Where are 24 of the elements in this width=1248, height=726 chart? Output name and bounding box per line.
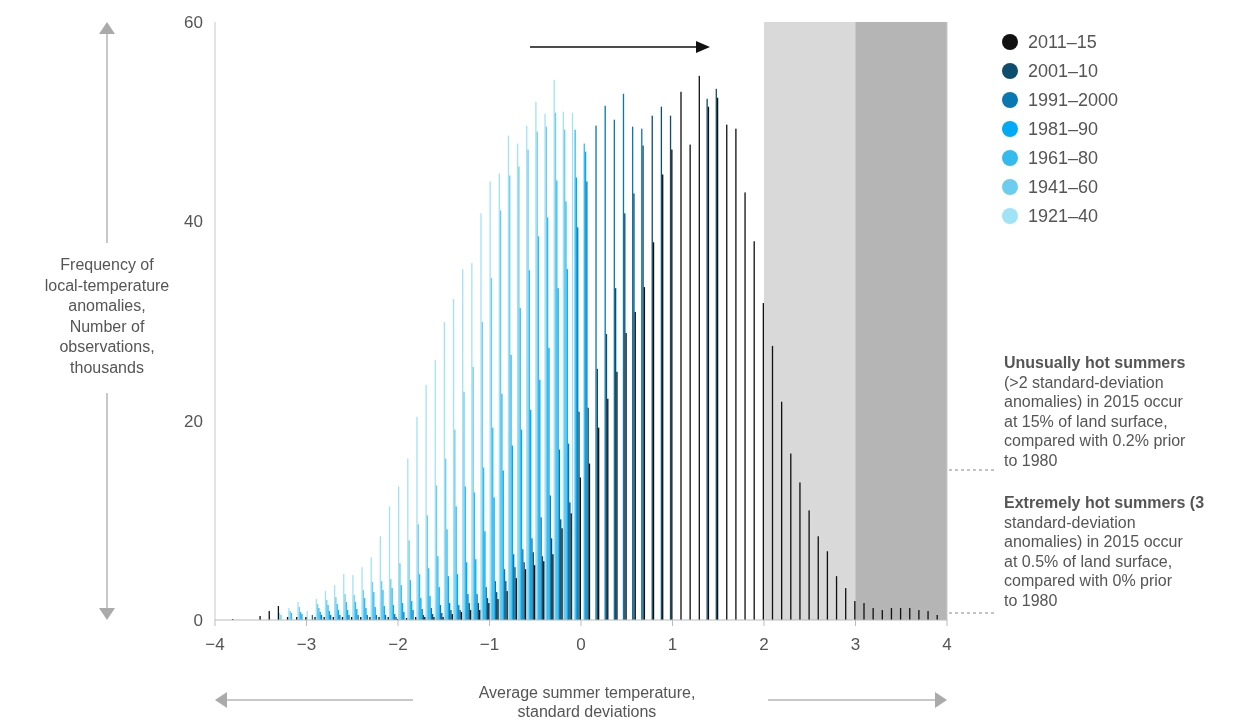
legend-label: 2011–15 bbox=[1028, 32, 1097, 52]
legend-label: 1991–2000 bbox=[1028, 90, 1119, 110]
x-tick-label: 3 bbox=[850, 635, 861, 654]
legend-label: 2001–10 bbox=[1028, 61, 1099, 81]
x-tick-label: 1 bbox=[667, 635, 678, 654]
legend-label: 1941–60 bbox=[1028, 177, 1099, 197]
legend-label: 1921–40 bbox=[1028, 206, 1099, 226]
band-label: Unusually hot summers (>2 standard-deviation anomalies) in 2015 occur at 15% of land surface, compared with 0.2% prior to 1980 bbox=[1004, 354, 1187, 469]
legend-label: 1961–80 bbox=[1028, 148, 1099, 168]
x-tick-label: −4 bbox=[205, 635, 225, 654]
x-tick-label: 2 bbox=[759, 635, 769, 654]
legend-label: 1981–90 bbox=[1028, 119, 1099, 139]
y-tick-label: 40 bbox=[184, 212, 203, 232]
x-tick-label: 0 bbox=[576, 635, 586, 654]
x-tick-label: −3 bbox=[296, 635, 317, 654]
band-label: Extremely hot summers (3 standard-deviation anomalies) in 2015 occur at 0.5% of land surface, compared with 0% prior to 1980 bbox=[1004, 494, 1205, 609]
y-axis-title: Frequency of local-temperature anomalies, Number of observations, thousands bbox=[44, 256, 170, 376]
x-axis-title: Average summer temperature, standard deviations bbox=[478, 684, 696, 720]
x-tick-label: 4 bbox=[942, 635, 952, 654]
x-tick-label: −2 bbox=[388, 635, 408, 654]
y-tick-label: 20 bbox=[184, 411, 203, 431]
y-tick-label: 60 bbox=[184, 13, 203, 32]
x-tick-label: −1 bbox=[479, 635, 500, 654]
y-tick-label: 0 bbox=[193, 611, 203, 630]
